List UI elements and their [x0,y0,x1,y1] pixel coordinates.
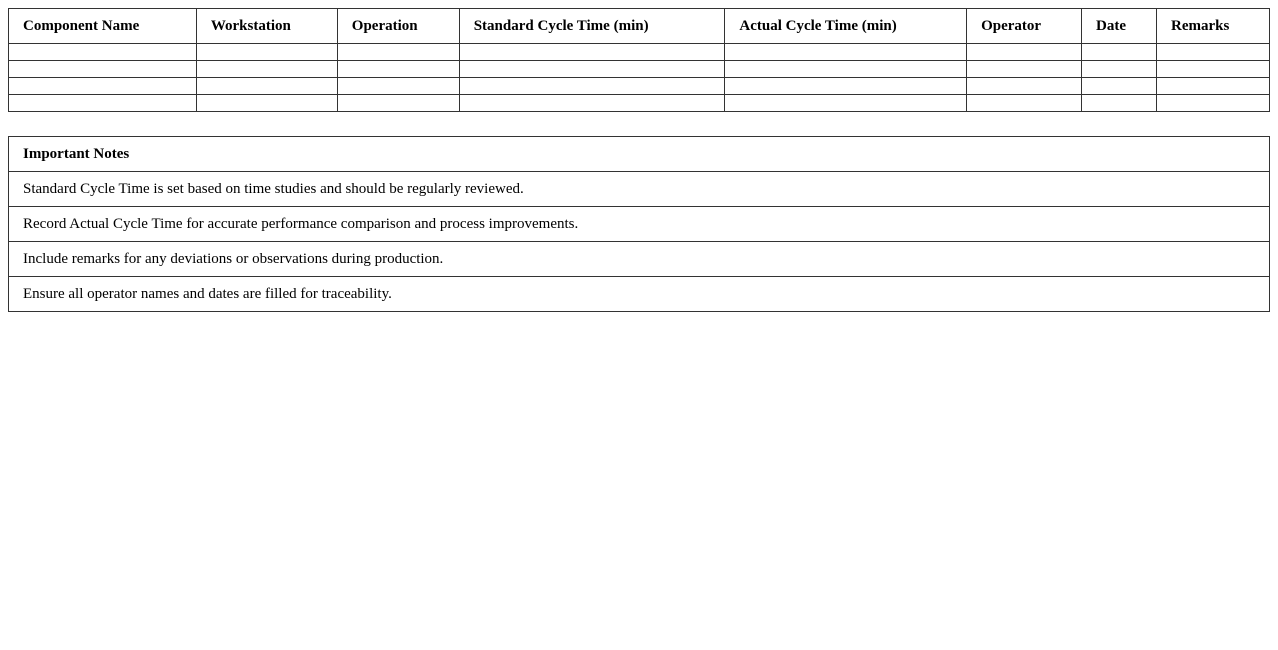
table-row [8,60,1270,78]
note-item: Include remarks for any deviations or ob… [8,241,1270,277]
note-item: Standard Cycle Time is set based on time… [8,171,1270,207]
note-item: Ensure all operator names and dates are … [8,276,1270,312]
table-cell[interactable] [336,77,460,95]
table-cell[interactable] [1156,77,1270,95]
table-cell[interactable] [8,60,197,78]
table-cell[interactable] [724,60,968,78]
table-cell[interactable] [458,94,726,112]
table-cell[interactable] [8,94,197,112]
table-cell[interactable] [1081,77,1157,95]
table-cell[interactable] [195,60,338,78]
table-cell[interactable] [8,43,197,61]
col-actual-cycle-time: Actual Cycle Time (min) [724,8,968,44]
table-cell[interactable] [458,60,726,78]
table-cell[interactable] [458,43,726,61]
table-cell[interactable] [458,77,726,95]
col-operator: Operator [966,8,1083,44]
header-row: Component Name Workstation Operation Sta… [8,8,1270,44]
table-row [8,77,1270,95]
table-cell[interactable] [1156,43,1270,61]
table-cell[interactable] [336,60,460,78]
note-item: Record Actual Cycle Time for accurate pe… [8,206,1270,242]
table-cell[interactable] [8,77,197,95]
important-notes-table: Important Notes Standard Cycle Time is s… [8,136,1270,312]
table-cell[interactable] [724,77,968,95]
table-cell[interactable] [195,43,338,61]
table-cell[interactable] [966,43,1083,61]
table-cell[interactable] [724,43,968,61]
cycle-time-log-table: Component Name Workstation Operation Sta… [8,8,1270,112]
notes-title: Important Notes [8,136,1270,172]
table-cell[interactable] [966,94,1083,112]
table-row [8,43,1270,61]
table-cell[interactable] [966,60,1083,78]
col-standard-cycle-time: Standard Cycle Time (min) [458,8,726,44]
table-cell[interactable] [195,94,338,112]
col-operation: Operation [336,8,460,44]
table-cell[interactable] [1156,60,1270,78]
table-cell[interactable] [1081,60,1157,78]
table-row [8,94,1270,112]
table-cell[interactable] [1081,94,1157,112]
table-cell[interactable] [1081,43,1157,61]
table-cell[interactable] [1156,94,1270,112]
table-cell[interactable] [195,77,338,95]
table-cell[interactable] [336,94,460,112]
table-cell[interactable] [724,94,968,112]
col-remarks: Remarks [1156,8,1270,44]
col-date: Date [1081,8,1157,44]
col-workstation: Workstation [195,8,338,44]
table-cell[interactable] [336,43,460,61]
col-component-name: Component Name [8,8,197,44]
table-cell[interactable] [966,77,1083,95]
